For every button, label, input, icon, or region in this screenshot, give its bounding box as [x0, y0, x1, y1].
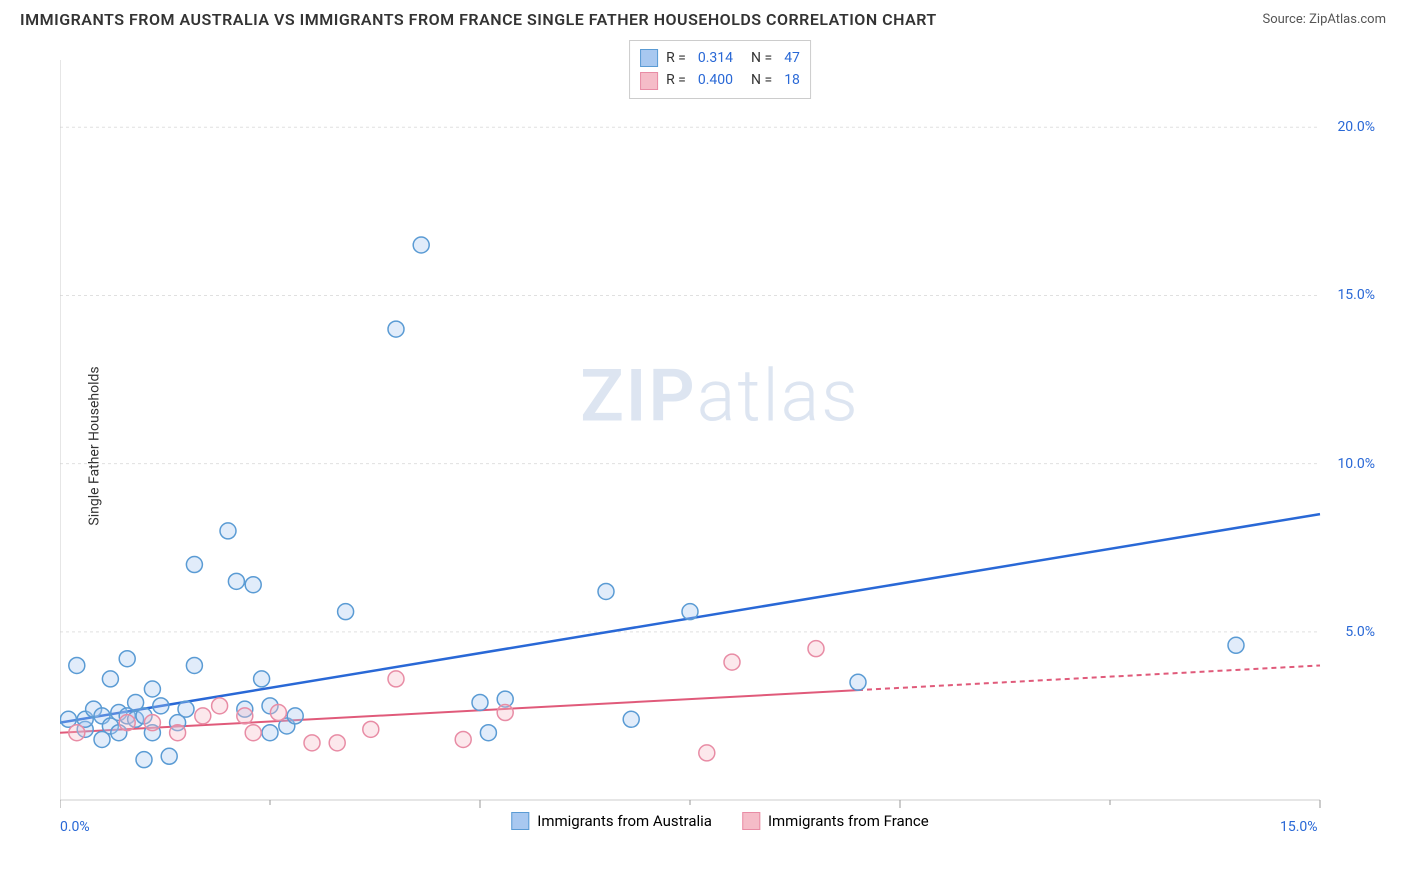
- legend-stat-row: R = 0.400 N = 18: [640, 69, 800, 91]
- data-point: [699, 745, 715, 761]
- data-point: [69, 657, 85, 673]
- data-point: [178, 701, 194, 717]
- y-tick-label: 15.0%: [1337, 287, 1375, 303]
- legend-series: Immigrants from Australia Immigrants fro…: [511, 812, 928, 830]
- data-point: [254, 671, 270, 687]
- data-point: [304, 735, 320, 751]
- y-tick-label: 10.0%: [1337, 456, 1375, 472]
- data-point: [136, 752, 152, 768]
- y-tick-label: 5.0%: [1345, 624, 1375, 640]
- data-point: [497, 705, 513, 721]
- legend-n-label: N =: [751, 69, 772, 91]
- data-point: [724, 654, 740, 670]
- data-point: [850, 674, 866, 690]
- data-point: [270, 705, 286, 721]
- legend-swatch: [742, 812, 760, 830]
- legend-n-value: 18: [784, 69, 800, 91]
- y-tick-label: 20.0%: [1337, 119, 1375, 135]
- legend-r-value: 0.314: [698, 47, 733, 69]
- legend-stat-row: R = 0.314 N = 47: [640, 47, 800, 69]
- x-tick-label: 0.0%: [60, 819, 90, 835]
- data-point: [480, 725, 496, 741]
- data-point: [69, 725, 85, 741]
- legend-stats: R = 0.314 N = 47 R = 0.400 N = 18: [629, 40, 811, 99]
- data-point: [144, 715, 160, 731]
- data-point: [388, 671, 404, 687]
- data-point: [363, 721, 379, 737]
- data-point: [220, 523, 236, 539]
- legend-r-label: R =: [666, 47, 686, 69]
- data-point: [161, 748, 177, 764]
- x-tick-label: 15.0%: [1280, 819, 1318, 835]
- legend-r-value: 0.400: [698, 69, 733, 91]
- source-label: Source:: [1262, 12, 1309, 27]
- data-point: [338, 604, 354, 620]
- scatter-plot: [60, 40, 1380, 830]
- legend-swatch: [511, 812, 529, 830]
- data-point: [119, 715, 135, 731]
- legend-series-item: Immigrants from France: [742, 812, 929, 830]
- chart-area: ZIPatlas R = 0.314 N = 47 R = 0.400 N = …: [60, 40, 1380, 830]
- data-point: [170, 725, 186, 741]
- data-point: [623, 711, 639, 727]
- data-point: [119, 651, 135, 667]
- data-point: [228, 573, 244, 589]
- source-value: ZipAtlas.com: [1309, 12, 1386, 27]
- legend-swatch: [640, 72, 658, 90]
- data-point: [329, 735, 345, 751]
- data-point: [808, 641, 824, 657]
- data-point: [186, 557, 202, 573]
- legend-n-value: 47: [784, 47, 800, 69]
- chart-title: IMMIGRANTS FROM AUSTRALIA VS IMMIGRANTS …: [20, 10, 937, 29]
- data-point: [144, 681, 160, 697]
- data-point: [287, 708, 303, 724]
- data-point: [245, 725, 261, 741]
- legend-n-label: N =: [751, 47, 772, 69]
- data-point: [212, 698, 228, 714]
- data-point: [102, 671, 118, 687]
- source-attribution: Source: ZipAtlas.com: [1262, 12, 1386, 27]
- legend-swatch: [640, 49, 658, 67]
- data-point: [682, 604, 698, 620]
- data-point: [413, 237, 429, 253]
- data-point: [598, 583, 614, 599]
- legend-series-label: Immigrants from Australia: [537, 812, 712, 830]
- legend-r-label: R =: [666, 69, 686, 91]
- legend-series-label: Immigrants from France: [768, 812, 929, 830]
- data-point: [245, 577, 261, 593]
- trendline-dashed: [858, 665, 1320, 690]
- data-point: [195, 708, 211, 724]
- data-point: [1228, 637, 1244, 653]
- data-point: [186, 657, 202, 673]
- data-point: [153, 698, 169, 714]
- data-point: [455, 731, 471, 747]
- data-point: [237, 708, 253, 724]
- data-point: [388, 321, 404, 337]
- data-point: [472, 694, 488, 710]
- legend-series-item: Immigrants from Australia: [511, 812, 712, 830]
- data-point: [262, 725, 278, 741]
